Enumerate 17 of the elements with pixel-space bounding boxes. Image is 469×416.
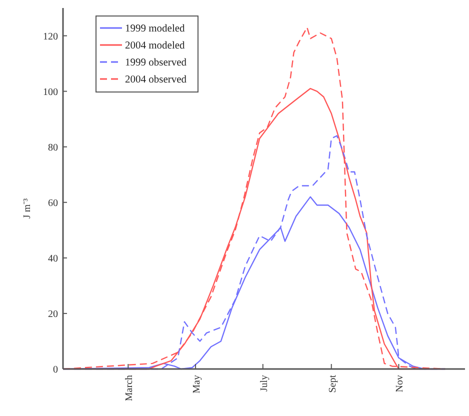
y-tick-label: 0 [53,364,58,376]
y-tick-label: 60 [48,198,58,209]
x-tick-label: July [258,375,270,392]
y-tick-label: 100 [43,86,58,98]
legend-label: 1999 modeled [125,24,186,35]
x-tick-label: Nov [394,375,406,392]
legend-label: 2004 modeled [125,40,186,52]
x-tick-label: March [124,375,136,402]
y-tick-label: 40 [48,253,58,264]
y-tick-label: 120 [43,31,58,42]
x-tick-label: May [192,375,203,394]
legend-label: 1999 observed [125,58,188,69]
x-tick-label: Sept [327,374,338,393]
y-axis-title: J m⁻³ [22,198,33,219]
y-tick-label: 20 [48,308,58,320]
legend-label: 2004 observed [125,74,188,86]
y-tick-label: 80 [48,142,58,154]
